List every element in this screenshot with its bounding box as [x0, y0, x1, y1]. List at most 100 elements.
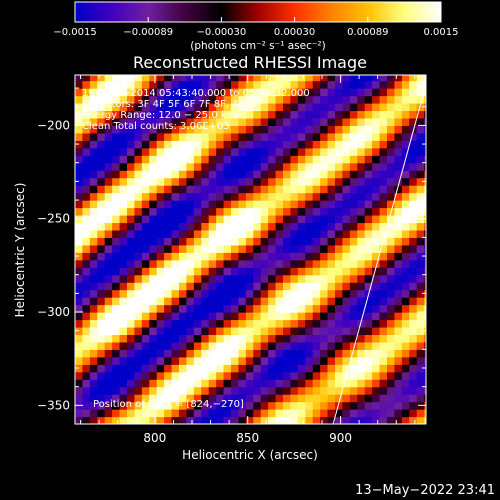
heatmap-cell: [179, 326, 188, 336]
heatmap-cell: [216, 132, 225, 141]
heatmap-cell: [201, 259, 210, 268]
heatmap-cell: [208, 386, 217, 395]
heatmap-cell: [342, 289, 351, 298]
heatmap-cell: [268, 88, 277, 97]
heatmap-cell: [268, 289, 277, 298]
heatmap-cell: [320, 304, 329, 313]
heatmap-cell: [349, 244, 358, 253]
heatmap-cell: [253, 282, 262, 291]
heatmap-cell: [193, 185, 202, 194]
heatmap-cell: [127, 297, 136, 306]
heatmap-cell: [231, 162, 240, 171]
heatmap-cell: [379, 379, 388, 388]
heatmap-cell: [253, 304, 262, 313]
heatmap-cell: [149, 267, 158, 276]
heatmap-cell: [245, 95, 254, 104]
heatmap-cell: [275, 185, 284, 194]
heatmap-cell: [127, 207, 136, 216]
heatmap-cell: [208, 170, 217, 179]
heatmap-cell: [231, 117, 240, 126]
heatmap-cell: [357, 140, 366, 149]
heatmap-cell: [409, 155, 418, 164]
heatmap-cell: [320, 88, 329, 97]
heatmap-cell: [364, 326, 373, 336]
heatmap-cell: [312, 341, 321, 350]
heatmap-cell: [179, 155, 188, 164]
heatmap-cell: [327, 364, 336, 373]
heatmap-cell: [75, 237, 84, 246]
heatmap-cell: [171, 95, 180, 104]
heatmap-cell: [127, 162, 136, 171]
heatmap-cell: [141, 88, 150, 97]
heatmap-cell: [327, 297, 336, 306]
heatmap-cell: [364, 125, 373, 134]
heatmap-cell: [357, 177, 366, 186]
x-tick-label: 900: [329, 431, 352, 445]
heatmap-cell: [216, 185, 225, 194]
heatmap-cell: [112, 244, 121, 253]
heatmap-cell: [193, 282, 202, 291]
heatmap-cell: [231, 259, 240, 268]
heatmap-cell: [342, 334, 351, 343]
heatmap-cell: [164, 147, 173, 156]
heatmap-cell: [372, 394, 381, 403]
heatmap-cell: [127, 364, 136, 373]
heatmap-cell: [283, 80, 292, 89]
heatmap-cell: [89, 259, 98, 268]
heatmap-cell: [327, 386, 336, 395]
heatmap-cell: [82, 297, 91, 306]
heatmap-cell: [364, 409, 373, 418]
heatmap-cell: [275, 334, 284, 343]
heatmap-cell: [208, 185, 217, 194]
heatmap-cell: [97, 237, 106, 246]
heatmap-cell: [97, 341, 106, 350]
heatmap-cell: [364, 222, 373, 231]
heatmap-cell: [342, 200, 351, 209]
heatmap-cell: [216, 75, 225, 82]
heatmap-cell: [171, 282, 180, 291]
heatmap-cell: [275, 117, 284, 126]
heatmap-cell: [283, 177, 292, 186]
heatmap-cell: [379, 200, 388, 209]
heatmap-cell: [394, 326, 403, 336]
heatmap-cell: [357, 319, 366, 328]
heatmap-cell: [201, 222, 210, 231]
heatmap-cell: [253, 386, 262, 395]
heatmap-cell: [320, 207, 329, 216]
heatmap-cell: [231, 132, 240, 141]
heatmap-cell: [364, 416, 373, 424]
heatmap-cell: [409, 282, 418, 291]
heatmap-cell: [208, 162, 217, 171]
heatmap-cell: [312, 155, 321, 164]
heatmap-cell: [231, 312, 240, 321]
heatmap-cell: [127, 312, 136, 321]
heatmap-cell: [394, 304, 403, 313]
heatmap-cell: [379, 222, 388, 231]
heatmap-cell: [364, 88, 373, 97]
heatmap-cell: [416, 95, 425, 104]
heatmap-cell: [75, 155, 84, 164]
heatmap-cell: [275, 75, 284, 82]
plot-frame: [74, 74, 427, 425]
heatmap-cell: [312, 102, 321, 112]
heatmap-cell: [260, 267, 269, 276]
heatmap-cell: [156, 244, 165, 253]
heatmap-cell: [379, 147, 388, 156]
heatmap-cell: [372, 409, 381, 418]
heatmap-cell: [387, 117, 396, 126]
heatmap-cell: [394, 416, 403, 424]
heatmap-cell: [275, 162, 284, 171]
heatmap-cell: [335, 155, 344, 164]
heatmap-cell: [349, 207, 358, 216]
heatmap-cell: [179, 274, 188, 283]
heatmap-cell: [149, 214, 158, 224]
heatmap-cell: [297, 319, 306, 328]
heatmap-cell: [119, 334, 128, 343]
heatmap-cell: [134, 88, 143, 97]
heatmap-cell: [97, 80, 106, 89]
heatmap-cell: [394, 110, 403, 119]
heatmap-cell: [216, 170, 225, 179]
heatmap-cell: [216, 409, 225, 418]
heatmap-cell: [394, 88, 403, 97]
heatmap-cell: [112, 200, 121, 209]
